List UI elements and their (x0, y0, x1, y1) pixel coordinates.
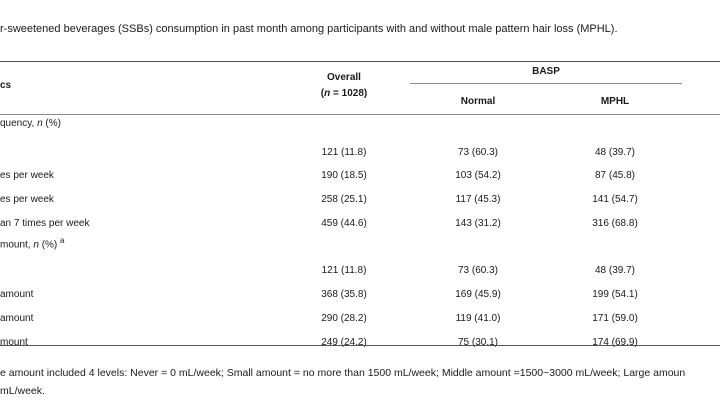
mphl-value: 48 (39.7) (594, 265, 636, 276)
mphl-value: 48 (39.7) (594, 147, 636, 158)
overall-header: Overall (327, 72, 361, 83)
overall-value: 121 (11.8) (321, 147, 367, 158)
normal-value: 73 (60.3) (457, 265, 499, 276)
row-label: amount (0, 289, 34, 300)
normal-value: 119 (41.0) (455, 313, 501, 324)
overall-n-header: (n = 1028) (320, 88, 368, 99)
mphl-value: 141 (54.7) (592, 194, 638, 205)
overall-value: 121 (11.8) (321, 265, 367, 276)
row-label: es per week (0, 170, 54, 181)
footnote-line-1: e amount included 4 levels: Never = 0 mL… (0, 367, 686, 379)
mphl-value: 171 (59.0) (592, 313, 638, 324)
overall-value: 368 (35.8) (321, 289, 367, 300)
section-label: mount, n (%) a (0, 236, 65, 251)
characteristics-header: cs (0, 80, 12, 91)
normal-value: 103 (54.2) (455, 170, 501, 181)
overall-value: 258 (25.1) (321, 194, 367, 205)
overall-value: 249 (24.2) (321, 337, 367, 348)
overall-value: 190 (18.5) (321, 170, 367, 181)
table-bottom-rule (0, 345, 720, 347)
overall-value: 459 (44.6) (321, 218, 367, 229)
row-label: es per week (0, 194, 54, 205)
normal-value: 143 (31.2) (455, 218, 501, 229)
header-bottom-rule (0, 114, 720, 115)
mphl-value: 87 (45.8) (594, 170, 636, 181)
normal-value: 169 (45.9) (455, 289, 501, 300)
row-label: mount (0, 337, 28, 348)
mphl-value: 174 (69.9) (592, 337, 638, 348)
overall-value: 290 (28.2) (321, 313, 367, 324)
section-label: quency, n (%) (0, 118, 61, 129)
footnote-line-2: mL/week. (0, 385, 45, 397)
mphl-value: 316 (68.8) (592, 218, 638, 229)
row-label: an 7 times per week (0, 218, 90, 229)
normal-header: Normal (460, 96, 496, 107)
table-top-rule (0, 61, 720, 63)
basp-rule (410, 83, 682, 84)
mphl-value: 199 (54.1) (592, 289, 638, 300)
row-label: amount (0, 313, 34, 324)
basp-header: BASP (532, 66, 560, 77)
normal-value: 117 (45.3) (455, 194, 501, 205)
normal-value: 75 (30.1) (457, 337, 499, 348)
mphl-header: MPHL (600, 96, 630, 107)
normal-value: 73 (60.3) (457, 147, 499, 158)
table-caption: r-sweetened beverages (SSBs) consumption… (0, 23, 618, 35)
